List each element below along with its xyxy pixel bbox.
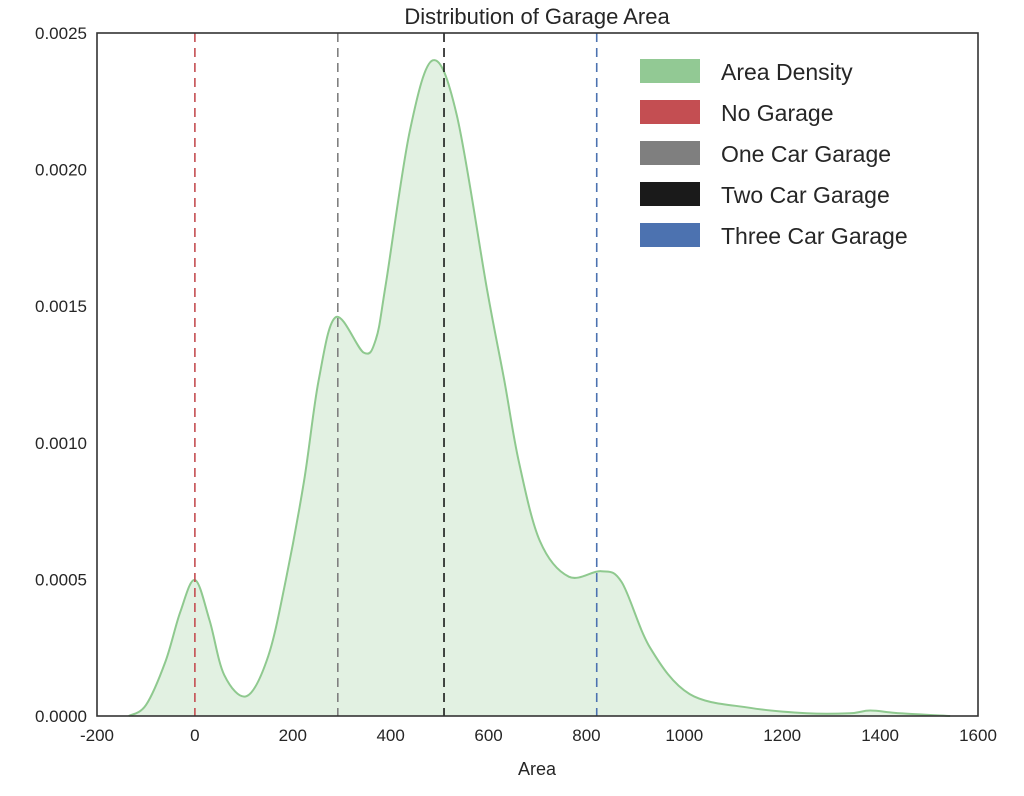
x-tick-label: 0 xyxy=(190,726,199,745)
x-tick-label: -200 xyxy=(80,726,114,745)
y-tick-label: 0.0005 xyxy=(35,570,87,589)
legend-swatch xyxy=(640,141,700,165)
reference-lines xyxy=(194,33,598,716)
x-axis-ticks: -200 0 200 400 600 800 1000 1200 1400 1600 xyxy=(80,726,997,745)
x-tick-label: 800 xyxy=(572,726,600,745)
x-tick-label: 1000 xyxy=(665,726,703,745)
chart-title: Distribution of Garage Area xyxy=(404,4,670,29)
x-tick-label: 400 xyxy=(376,726,404,745)
x-tick-label: 1400 xyxy=(861,726,899,745)
legend-label: Three Car Garage xyxy=(721,223,908,249)
density-fill xyxy=(128,60,951,716)
y-tick-label: 0.0020 xyxy=(35,161,87,180)
y-tick-label: 0.0015 xyxy=(35,297,87,316)
legend-swatch xyxy=(640,100,700,124)
y-axis-ticks: 0.0000 0.0005 0.0010 0.0015 0.0020 0.0025 xyxy=(35,24,87,726)
legend-label: Two Car Garage xyxy=(721,182,890,208)
legend: Area Density No Garage One Car Garage Two C… xyxy=(640,59,908,249)
y-tick-label: 0.0025 xyxy=(35,24,87,43)
y-tick-label: 0.0000 xyxy=(35,707,87,726)
plot-frame xyxy=(96,32,979,717)
legend-swatch xyxy=(640,182,700,206)
density-line xyxy=(128,59,951,717)
x-axis-label: Area xyxy=(518,759,557,779)
x-tick-label: 1600 xyxy=(959,726,997,745)
x-tick-label: 1200 xyxy=(763,726,801,745)
legend-label: One Car Garage xyxy=(721,141,891,167)
x-tick-label: 200 xyxy=(279,726,307,745)
x-tick-label: 600 xyxy=(474,726,502,745)
plot-area xyxy=(128,59,951,717)
y-tick-label: 0.0010 xyxy=(35,434,87,453)
legend-label: Area Density xyxy=(721,59,853,85)
legend-swatch xyxy=(640,59,700,83)
legend-label: No Garage xyxy=(721,100,834,126)
legend-swatch xyxy=(640,223,700,247)
